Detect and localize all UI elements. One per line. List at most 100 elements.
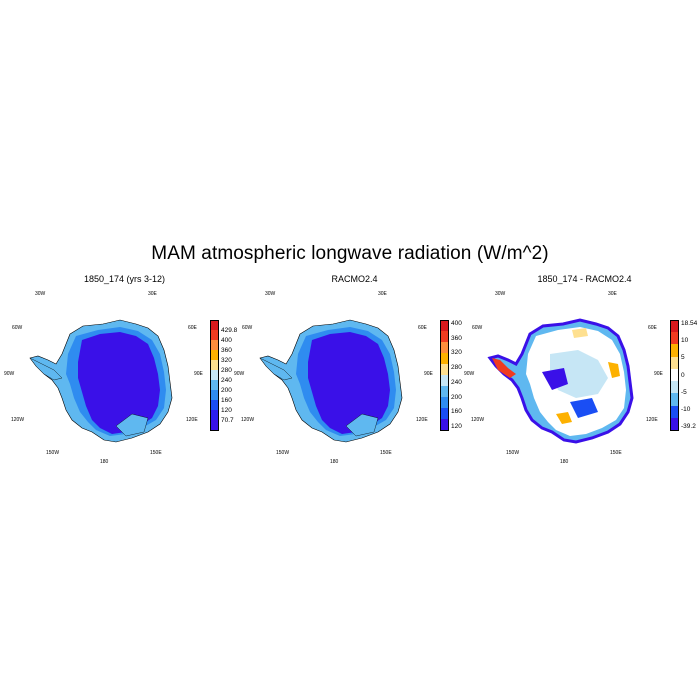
colorbar-label: 240	[221, 376, 232, 384]
colorbar: 429.8 400 360 320 280 240 200 160 120 70.7	[210, 320, 237, 431]
longitude-label: 60E	[188, 325, 197, 331]
colorbar-swatch	[440, 375, 448, 387]
longitude-label: 180	[100, 459, 109, 465]
longitude-label: 30E	[378, 291, 387, 297]
colorbar-label: 18.54	[681, 320, 698, 327]
colorbar-swatch	[210, 350, 218, 361]
antarctic-peninsula	[29, 357, 63, 381]
colorbar-swatch	[440, 397, 448, 409]
longitude-label: 150W	[506, 450, 520, 456]
colorbar-swatch	[440, 386, 448, 398]
longitude-label: 150E	[380, 450, 392, 456]
colorbar-label: -10	[681, 405, 691, 413]
longitude-label: 150W	[46, 450, 60, 456]
longitude-label: 150E	[150, 450, 162, 456]
longitude-label: 120W	[471, 417, 485, 423]
colorbar-label: 429.8	[221, 326, 238, 334]
longitude-label: 60W	[12, 325, 23, 331]
colorbar-swatch	[670, 356, 678, 370]
colorbar-swatch	[440, 408, 448, 420]
antarctic-peninsula	[259, 357, 293, 381]
panel-title: 1850_174 - RACMO2.4	[537, 274, 632, 284]
colorbar-label: 160	[451, 408, 462, 416]
longitude-label: 30E	[608, 291, 617, 297]
panel-model: 1850_174 (yrs 3-12) 30W 30E 60W 60E 90W 90E 120…	[4, 274, 241, 465]
longitude-label: 120W	[241, 417, 255, 423]
longitude-label: 150W	[276, 450, 290, 456]
colorbar-label: 120	[451, 423, 462, 430]
colorbar-label: 5	[681, 354, 685, 362]
longitude-label: 30W	[495, 291, 506, 297]
colorbar-label: 0	[681, 371, 685, 379]
colorbar-swatch	[210, 410, 218, 421]
colorbar-label: 400	[221, 336, 232, 344]
colorbar: 18.54 10 5 0 -5 -10 -39.2	[670, 320, 697, 431]
colorbar: 400 360 320 280 240 200 160 120	[440, 320, 462, 431]
colorbar-swatch	[440, 353, 448, 365]
panel-title: RACMO2.4	[331, 274, 378, 284]
colorbar-label: -5	[681, 388, 687, 396]
colorbar-swatch	[670, 405, 678, 419]
longitude-label: 90W	[234, 371, 245, 377]
colorbar-label: 120	[221, 406, 232, 414]
interior-plateau	[308, 332, 390, 434]
colorbar-swatch	[440, 331, 448, 343]
colorbar-label: 70.7	[221, 416, 234, 424]
panel-title: 1850_174 (yrs 3-12)	[83, 274, 166, 284]
colorbar-swatch	[440, 342, 448, 354]
colorbar-swatch	[440, 419, 448, 431]
panel-racmo: RACMO2.4 30W 30E 60W 60E 90W 90E 120W 120E 150W 15…	[234, 274, 471, 465]
colorbar-swatch	[670, 417, 678, 431]
longitude-label: 30W	[35, 291, 46, 297]
colorbar-swatch	[210, 360, 218, 371]
longitude-label: 90E	[194, 371, 203, 377]
colorbar-label: 160	[221, 396, 232, 404]
colorbar-swatch	[210, 390, 218, 401]
ross-ice-shelf	[115, 413, 149, 437]
longitude-label: 90W	[464, 371, 475, 377]
strong-negative-region	[542, 368, 568, 390]
longitude-label: 120W	[11, 417, 25, 423]
colorbar-frame	[210, 320, 219, 431]
colorbar-swatch	[210, 370, 218, 381]
longitude-label: 120E	[416, 417, 428, 423]
longitude-label: 30E	[148, 291, 157, 297]
colorbar-swatch	[440, 320, 448, 332]
colorbar-swatch	[670, 332, 678, 345]
antarctica-map	[29, 319, 173, 443]
slight-negative-region	[550, 350, 608, 398]
colorbar-frame	[670, 320, 679, 431]
longitude-label: 90W	[4, 371, 15, 377]
colorbar-swatch	[210, 320, 218, 331]
colorbar-label: 200	[451, 393, 462, 401]
longitude-label: 60E	[418, 325, 427, 331]
colorbar-label: 320	[451, 349, 462, 357]
colorbar-label: 200	[221, 386, 232, 394]
ross-positive-region	[556, 412, 572, 424]
longitude-label: 120E	[646, 417, 658, 423]
antarctica-map	[259, 319, 403, 443]
colorbar-swatch	[210, 400, 218, 411]
longitude-label: 60W	[242, 325, 253, 331]
panel-difference: 1850_174 - RACMO2.4 30W 30E 60W 60E 90W 90E 120…	[464, 274, 700, 465]
colorbar-swatch	[210, 340, 218, 351]
ross-ice-shelf	[345, 413, 379, 437]
colorbar-label: 240	[451, 378, 462, 386]
colorbar-label: 280	[451, 364, 462, 372]
longitude-label: 180	[560, 459, 569, 465]
east-positive-region	[608, 362, 620, 378]
longitude-label: 90E	[654, 371, 663, 377]
figure-title: MAM atmospheric longwave radiation (W/m^…	[151, 243, 549, 264]
colorbar-label: 280	[221, 366, 232, 374]
coast-positive-region	[572, 328, 588, 338]
colorbar-swatch	[210, 380, 218, 391]
colorbar-label: -39.2	[681, 423, 696, 430]
colorbar-swatch	[210, 330, 218, 341]
colorbar-swatch	[670, 368, 678, 382]
longitude-label: 30W	[265, 291, 276, 297]
longitude-label: 120E	[186, 417, 198, 423]
antarctica-map	[487, 318, 634, 444]
colorbar-swatch	[670, 344, 678, 357]
colorbar-label: 320	[221, 356, 232, 364]
longitude-label: 150E	[610, 450, 622, 456]
